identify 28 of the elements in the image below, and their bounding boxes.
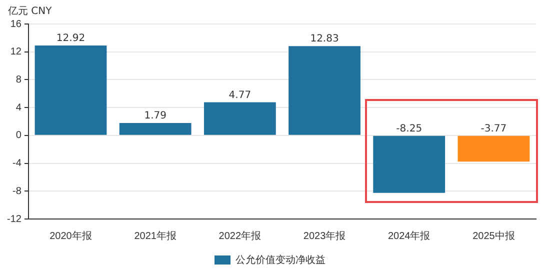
y-tick-label: 0 [16,130,22,142]
bar [34,45,107,135]
data-label: -8.25 [396,124,422,135]
x-tick-label: 2024年报 [388,230,430,242]
y-tick-label: -8 [12,186,22,197]
data-label: 12.92 [56,33,86,44]
x-tick-label: 2025中报 [472,230,515,242]
data-label: 1.79 [144,110,166,122]
bar [204,102,276,135]
data-label: 4.77 [228,90,252,101]
y-tick-label: 16 [10,18,22,30]
data-label: -3.77 [480,124,507,135]
bar [119,122,192,135]
y-tick-label: 8 [16,74,22,86]
y-axis-title: 亿元 CNY [8,5,52,18]
y-tick-label: 12 [10,46,22,58]
x-tick-label: 2020年报 [50,230,92,242]
bar [458,136,530,162]
legend-label: 公允价值变动净收益 [236,254,326,266]
y-tick-label: 4 [16,102,22,114]
y-tick-label: -12 [7,214,22,225]
bar [373,136,446,193]
y-tick-label: -4 [12,158,22,170]
data-label: 12.83 [310,34,339,45]
bar [288,46,360,135]
x-tick-label: 2022年报 [218,230,262,242]
x-tick-label: 2021年报 [134,230,176,242]
x-tick-label: 2023年报 [303,230,346,242]
